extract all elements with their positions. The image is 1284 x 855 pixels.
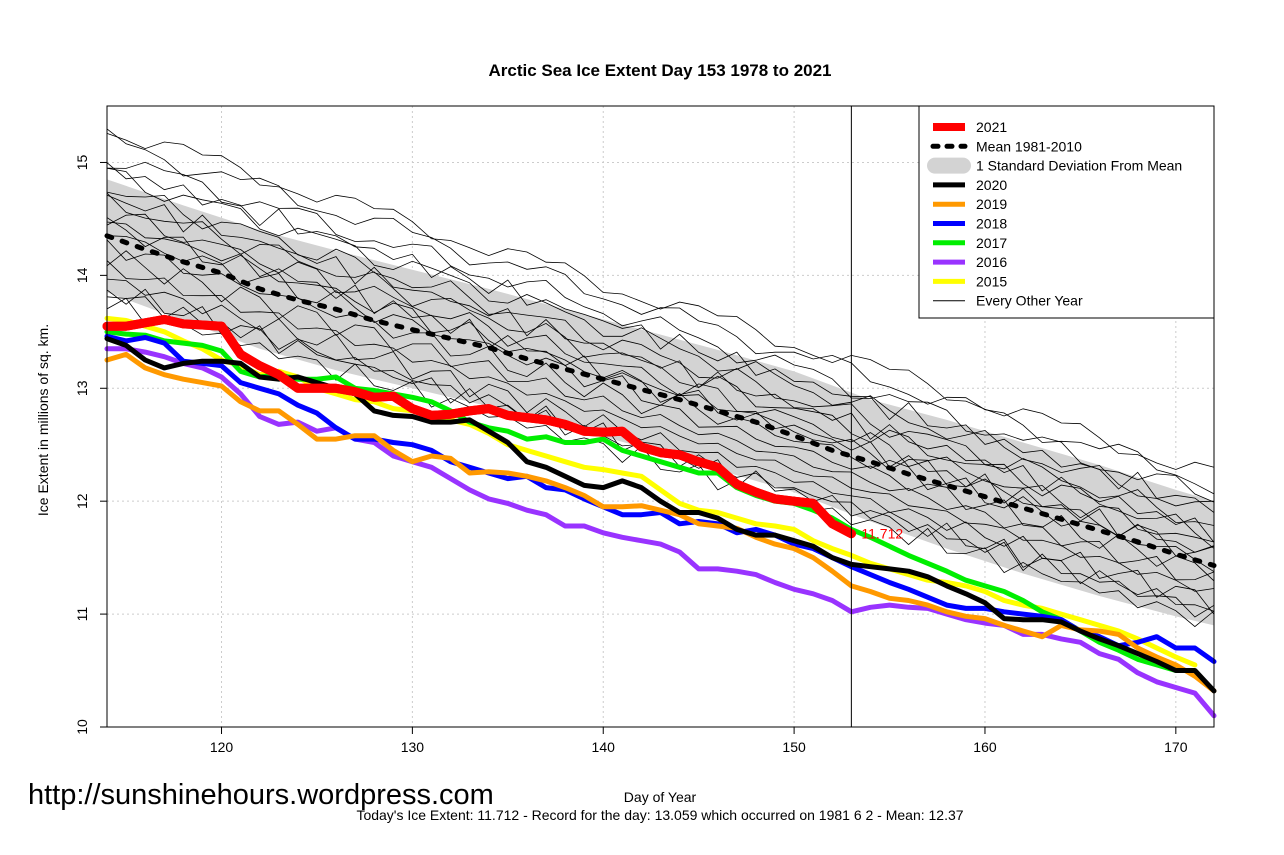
legend-label: 1 Standard Deviation From Mean: [976, 158, 1182, 174]
chart-title: Arctic Sea Ice Extent Day 153 1978 to 20…: [488, 61, 831, 80]
legend-label: 2020: [976, 177, 1007, 193]
footnote-summary: Today's Ice Extent: 11.712 - Record for …: [356, 807, 963, 823]
series-line-2020: [104, 336, 1217, 694]
legend-label: 2017: [976, 235, 1007, 251]
series-line-2019: [104, 351, 1217, 694]
other-year-line: [106, 128, 1215, 495]
plot-area: 11.712 120 130 140 150 160 170 10 11 12 13 14 15: [74, 105, 1217, 755]
legend-label: 2021: [976, 119, 1007, 135]
legend-box: [918, 105, 1215, 319]
y-tick-label: 13: [74, 380, 90, 396]
other-year-line: [106, 162, 1215, 513]
x-tick-label: 150: [782, 739, 806, 755]
legend-label: Mean 1981-2010: [976, 138, 1082, 154]
x-tick-label: 170: [1164, 739, 1188, 755]
legend-label: 2015: [976, 273, 1007, 289]
x-tick-label: 160: [973, 739, 997, 755]
other-year-line: [106, 191, 1215, 526]
other-year-line: [106, 213, 1215, 543]
y-axis-label: Ice Extent in millions of sq. km.: [35, 324, 51, 516]
legend-label: 2016: [976, 254, 1007, 270]
other-year-line: [106, 133, 1215, 470]
other-year-line: [106, 250, 1215, 581]
legend: 2021 Mean 1981-2010 1 Standard Deviation F…: [918, 105, 1215, 319]
x-axis-label: Day of Year: [624, 789, 697, 805]
mean-line: [104, 233, 1217, 568]
legend-swatch-band: [927, 157, 971, 174]
y-tick-label: 10: [74, 719, 90, 735]
y-tick-label: 14: [74, 267, 90, 283]
other-year-line: [106, 278, 1215, 615]
y-tick-label: 12: [74, 493, 90, 509]
series-line-2015: [104, 315, 1198, 668]
other-year-line: [106, 221, 1215, 553]
watermark-url: http://sunshinehours.wordpress.com: [28, 779, 494, 811]
legend-label: 2018: [976, 216, 1007, 232]
other-year-line: [106, 288, 1215, 612]
y-tick-label: 11: [74, 607, 90, 622]
x-tick-label: 140: [592, 739, 616, 755]
other-year-line: [106, 217, 1215, 557]
other-year-line: [106, 260, 1215, 592]
y-tick-label: 15: [74, 154, 90, 170]
legend-label: Every Other Year: [976, 293, 1083, 309]
x-tick-label: 120: [210, 739, 234, 755]
series-line-2021-top: [102, 314, 856, 539]
plot-frame: [106, 105, 1215, 728]
other-year-line: [106, 297, 1215, 628]
current-value-label: 11.712: [861, 526, 903, 542]
other-year-line: [106, 161, 1215, 503]
x-tick-label: 130: [401, 739, 425, 755]
legend-label: 2019: [976, 196, 1007, 212]
other-year-line: [106, 194, 1215, 543]
other-year-line: [106, 192, 1215, 549]
